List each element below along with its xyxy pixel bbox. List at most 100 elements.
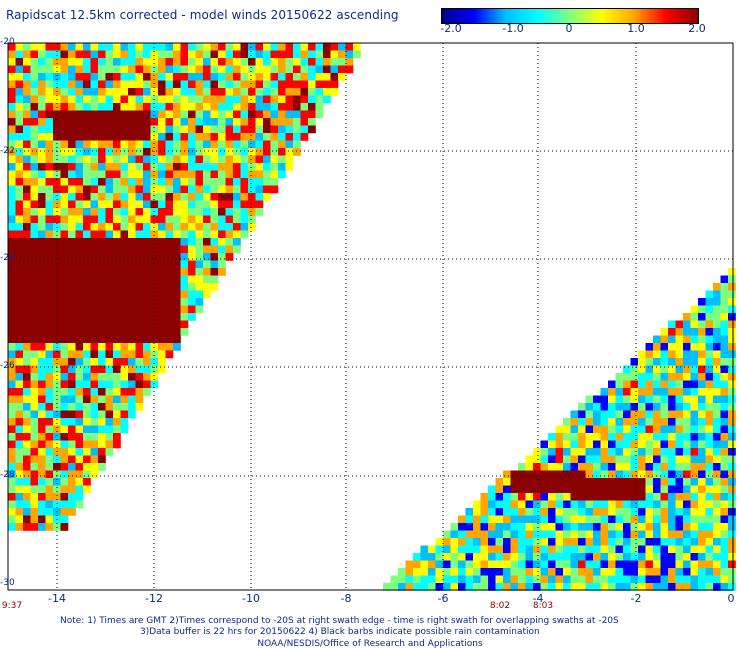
swath-cell — [600, 470, 609, 479]
swath-cell — [503, 553, 511, 561]
swath-cell — [38, 290, 46, 299]
swath-cell — [210, 185, 219, 194]
swath-cell — [8, 178, 16, 186]
swath-cell — [645, 583, 654, 591]
swath-cell — [293, 65, 301, 74]
swath-cell — [210, 245, 219, 254]
swath-cell — [420, 568, 429, 576]
swath-cell — [683, 485, 691, 494]
swath-cell — [720, 470, 729, 479]
swath-cell — [120, 230, 129, 239]
swath-cell — [683, 530, 691, 539]
swath-cell — [98, 283, 106, 291]
swath-cell — [120, 110, 129, 119]
swath-cell — [653, 380, 661, 389]
swath-cell — [45, 103, 54, 111]
swath-cell — [570, 455, 579, 464]
swath-cell — [720, 313, 729, 321]
swath-cell — [165, 148, 174, 156]
swath-cell — [165, 50, 174, 59]
swath-cell — [83, 343, 91, 351]
swath-cell — [165, 298, 174, 306]
swath-cell — [8, 320, 16, 329]
swath-cell — [345, 50, 354, 59]
swath-cell — [45, 335, 54, 344]
swath-cell — [263, 73, 271, 81]
swath-cell — [540, 455, 549, 464]
swath-cell — [683, 538, 691, 546]
swath-cell — [248, 215, 256, 224]
swath-cell — [75, 410, 84, 419]
swath-cell — [15, 245, 24, 254]
swath-cell — [53, 305, 61, 314]
swath-cell — [158, 193, 166, 201]
swath-cell — [720, 425, 729, 434]
swath-cell — [548, 433, 556, 441]
swath-cell — [578, 493, 586, 501]
swath-cell — [450, 560, 459, 569]
swath-cell — [98, 380, 106, 389]
swath-cell — [60, 80, 69, 89]
swath-cell — [660, 583, 669, 591]
swath-cell — [510, 478, 519, 486]
swath-cell — [188, 200, 196, 209]
swath-cell — [53, 50, 61, 59]
swath-cell — [68, 433, 76, 441]
swath-cell — [15, 403, 24, 411]
swath-cell — [113, 290, 121, 299]
swath-cell — [548, 500, 556, 509]
swath-cell — [668, 478, 676, 486]
swath-cell — [233, 155, 241, 164]
swath-cell — [255, 185, 264, 194]
swath-cell — [705, 560, 714, 569]
swath-cell — [458, 583, 466, 591]
swath-cell — [128, 50, 136, 59]
swath-cell — [405, 568, 414, 576]
swath-cell — [608, 545, 616, 554]
swath-cell — [38, 230, 46, 239]
swath-cell — [218, 245, 226, 254]
swath-cell — [143, 275, 151, 284]
swath-cell — [465, 508, 474, 516]
swath-cell — [45, 463, 54, 471]
swath-cell — [68, 238, 76, 246]
swath-cell — [195, 103, 204, 111]
swath-cell — [188, 208, 196, 216]
swath-cell — [60, 478, 69, 486]
swath-cell — [90, 455, 99, 464]
swath-cell — [60, 50, 69, 59]
swath-cell — [75, 245, 84, 254]
swath-cell — [195, 178, 204, 186]
swath-cell — [30, 500, 39, 509]
swath-cell — [143, 260, 151, 269]
swath-cell — [225, 245, 234, 254]
swath-cell — [188, 238, 196, 246]
swath-cell — [660, 335, 669, 344]
swath-cell — [173, 163, 181, 171]
swath-cell — [68, 43, 76, 51]
swath-cell — [45, 88, 54, 96]
swath-cell — [15, 463, 24, 471]
swath-cell — [60, 185, 69, 194]
swath-cell — [578, 560, 586, 569]
swath-cell — [68, 103, 76, 111]
swath-cell — [728, 538, 736, 546]
swath-cell — [38, 388, 46, 396]
swath-cell — [83, 185, 91, 194]
swath-cell — [225, 95, 234, 104]
swath-cell — [248, 148, 256, 156]
swath-cell — [600, 478, 609, 486]
swath-cell — [188, 185, 196, 194]
swath-cell — [113, 170, 121, 179]
swath-cell — [698, 485, 706, 494]
swath-cell — [323, 50, 331, 59]
swath-cell — [105, 440, 114, 449]
swath-cell — [135, 268, 144, 276]
swath-cell — [645, 418, 654, 426]
swath-cell — [45, 125, 54, 134]
swath-cell — [68, 110, 76, 119]
swath-cell — [188, 110, 196, 119]
swath-cell — [53, 290, 61, 299]
swath-cell — [98, 80, 106, 89]
swath-cell — [660, 433, 669, 441]
